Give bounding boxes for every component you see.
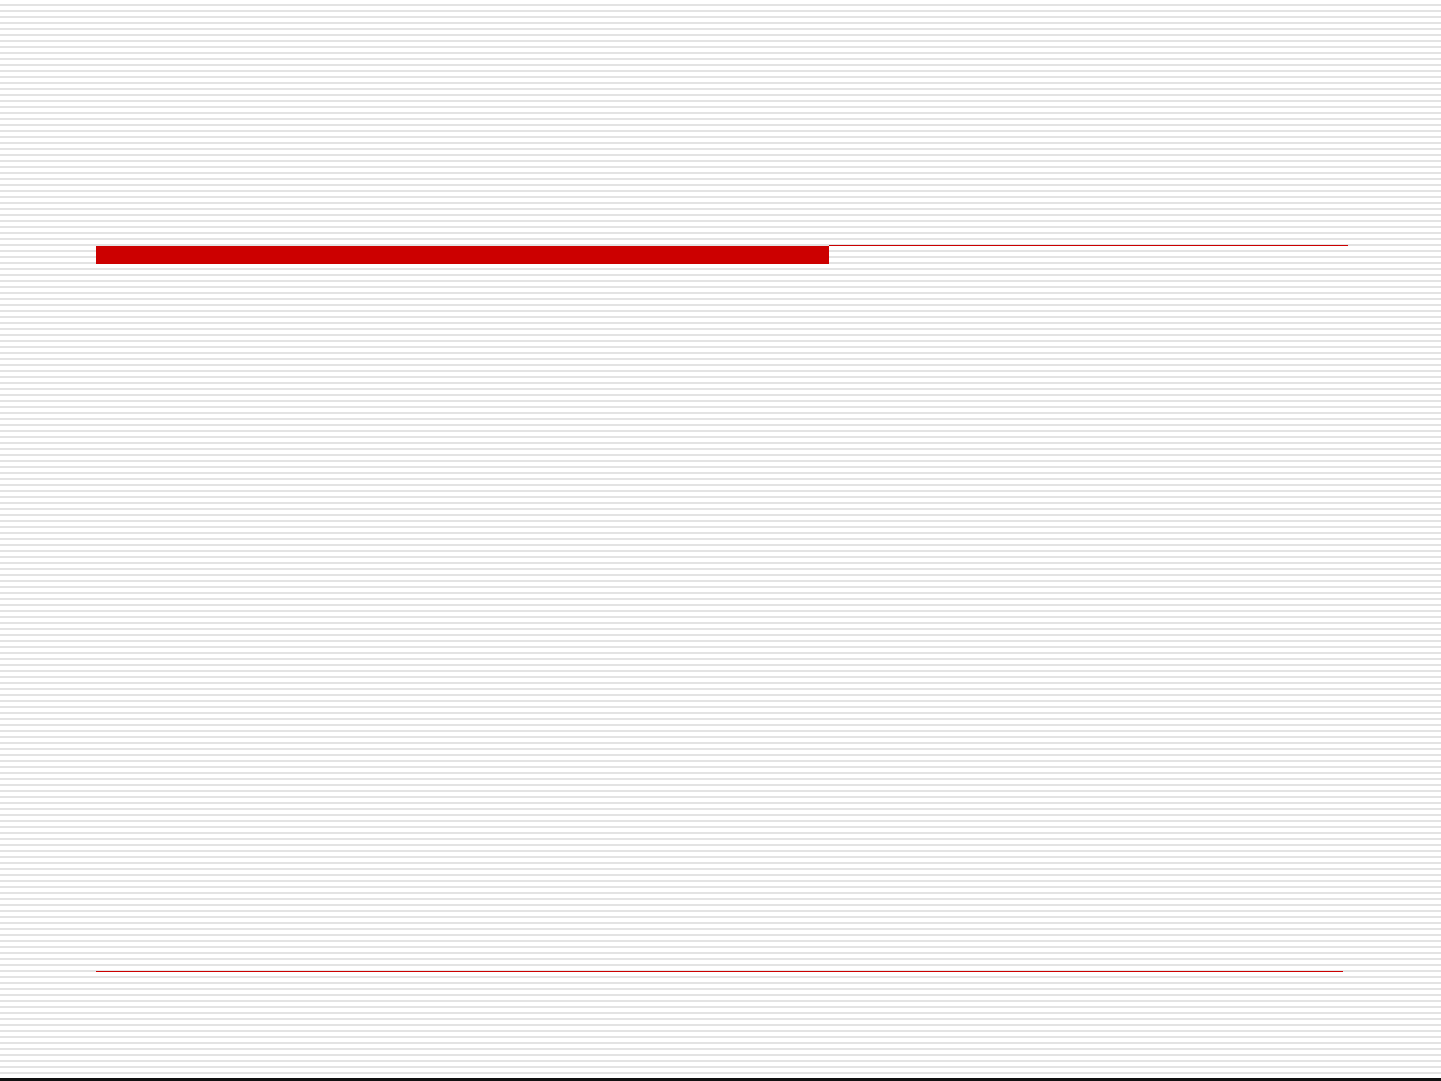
footer-rule [96,971,1343,972]
slide-bottom-edge [0,1078,1441,1081]
title-accent-bar [96,246,829,264]
title-underline-rule [829,245,1348,246]
